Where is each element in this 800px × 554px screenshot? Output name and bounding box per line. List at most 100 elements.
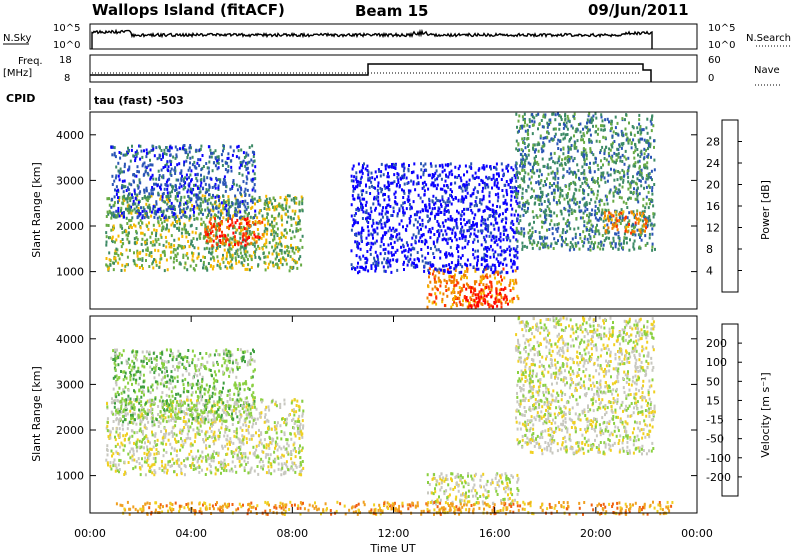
data-cell <box>165 218 168 222</box>
data-cell <box>466 191 469 195</box>
data-cell <box>561 194 564 198</box>
data-cell <box>227 169 230 173</box>
data-cell <box>603 239 606 243</box>
data-cell <box>422 209 424 213</box>
data-cell <box>543 242 546 246</box>
data-cell <box>394 166 397 170</box>
data-cell <box>562 132 565 136</box>
data-cell <box>113 153 116 157</box>
data-cell <box>225 185 228 189</box>
data-cell <box>449 253 452 257</box>
data-cell <box>493 210 496 214</box>
data-cell <box>254 209 257 213</box>
data-cell <box>464 164 467 168</box>
data-cell <box>557 226 560 230</box>
data-cell <box>251 188 254 192</box>
data-cell <box>256 228 259 231</box>
data-cell <box>170 160 173 164</box>
data-cell <box>408 164 410 167</box>
data-cell <box>156 184 159 188</box>
data-cell <box>563 240 566 244</box>
data-cell <box>188 233 191 236</box>
data-cell <box>501 168 504 172</box>
data-cell <box>250 241 253 245</box>
data-cell <box>481 181 484 184</box>
data-cell <box>120 252 122 256</box>
data-cell <box>130 148 133 152</box>
data-cell <box>600 166 603 170</box>
data-cell <box>581 181 584 185</box>
data-cell <box>135 231 138 235</box>
data-cell <box>387 175 390 179</box>
data-cell <box>237 243 240 247</box>
data-cell <box>653 139 655 143</box>
data-cell <box>516 228 519 232</box>
data-cell <box>473 177 476 180</box>
data-cell <box>391 214 394 217</box>
data-cell <box>224 201 227 204</box>
data-cell <box>579 185 582 188</box>
data-cell <box>464 274 467 277</box>
data-cell <box>519 164 522 168</box>
data-cell <box>594 200 597 204</box>
data-cell <box>412 223 415 227</box>
data-cell <box>387 265 390 269</box>
data-cell <box>594 112 597 116</box>
data-cell <box>180 246 183 250</box>
data-cell <box>403 175 405 179</box>
data-cell <box>237 255 240 258</box>
data-cell <box>162 154 164 158</box>
data-cell <box>445 204 448 208</box>
data-cell <box>165 198 168 202</box>
data-cell <box>533 120 536 124</box>
data-cell <box>209 148 212 152</box>
data-cell <box>453 284 456 288</box>
data-cell <box>205 239 208 243</box>
data-cell <box>616 147 619 151</box>
data-cell <box>547 198 550 202</box>
data-cell <box>554 177 557 181</box>
data-cell <box>205 227 208 231</box>
data-cell <box>229 216 232 220</box>
data-cell <box>637 153 639 157</box>
data-cell <box>515 209 517 213</box>
data-cell <box>605 198 608 202</box>
data-cell <box>652 204 655 208</box>
data-cell <box>281 233 284 237</box>
data-cell <box>248 242 251 246</box>
data-cell <box>475 222 477 226</box>
data-cell <box>194 231 197 235</box>
data-cell <box>128 196 130 200</box>
data-cell <box>559 122 561 126</box>
data-cell <box>355 254 358 258</box>
data-cell <box>574 241 577 245</box>
data-cell <box>513 282 515 286</box>
data-cell <box>646 131 649 135</box>
data-cell <box>515 199 518 203</box>
data-cell <box>508 253 511 257</box>
data-cell <box>189 161 191 165</box>
data-cell <box>583 224 586 228</box>
data-cell <box>620 242 623 246</box>
data-cell <box>636 186 639 190</box>
data-cell <box>613 151 616 155</box>
data-cell <box>632 191 635 194</box>
data-cell <box>587 240 590 244</box>
data-cell <box>391 253 394 257</box>
data-cell <box>428 197 431 201</box>
data-cell <box>557 147 560 150</box>
data-cell <box>549 118 552 122</box>
data-cell <box>494 240 496 244</box>
data-cell <box>186 256 189 260</box>
data-cell <box>610 218 613 222</box>
data-cell <box>583 203 586 207</box>
data-cell <box>644 180 647 184</box>
data-cell <box>122 153 125 157</box>
data-cell <box>464 188 467 192</box>
data-cell <box>540 235 543 239</box>
data-cell <box>513 261 516 265</box>
data-cell <box>442 199 445 203</box>
data-cell <box>245 230 248 234</box>
data-cell <box>449 218 452 222</box>
data-cell <box>578 188 581 192</box>
